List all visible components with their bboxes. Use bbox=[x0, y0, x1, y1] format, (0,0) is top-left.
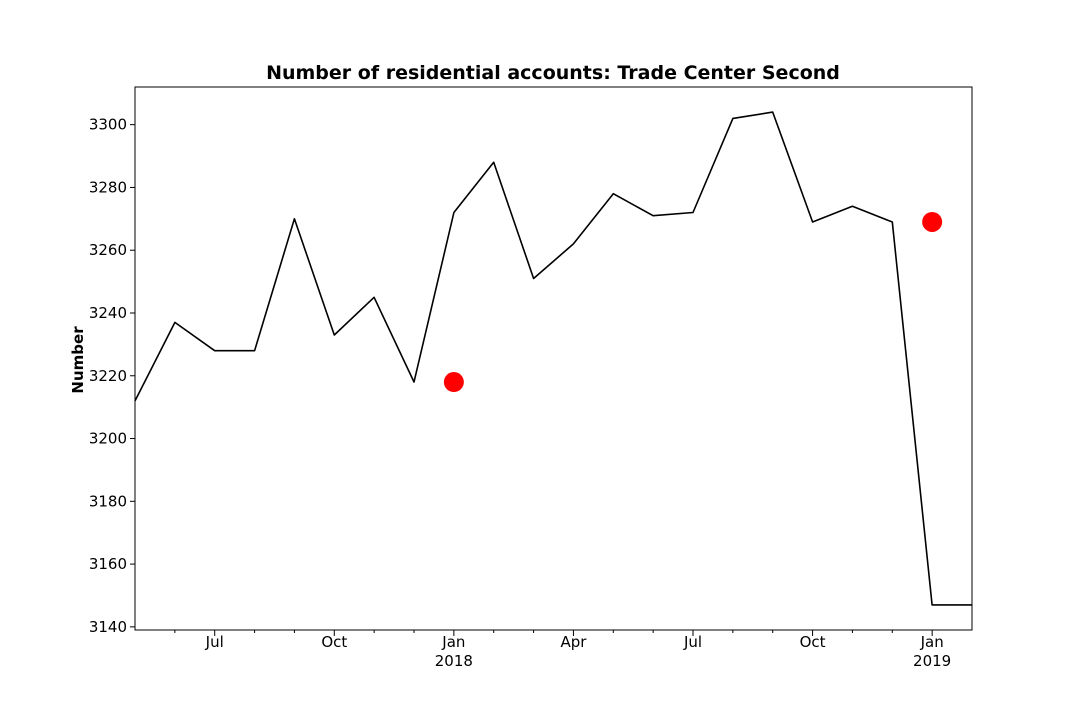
x-tick-label: Jan bbox=[441, 633, 465, 651]
x-tick-label: Jul bbox=[683, 633, 702, 651]
y-tick-label: 3280 bbox=[89, 178, 127, 196]
series-line bbox=[134, 111, 972, 606]
y-tick-label: 3300 bbox=[89, 116, 127, 134]
y-tick-label: 3200 bbox=[89, 430, 127, 448]
y-axis-label: Number bbox=[69, 326, 87, 394]
x-tick-label: Oct bbox=[321, 633, 347, 651]
highlight-markers bbox=[443, 211, 943, 393]
y-tick-label: 3220 bbox=[89, 367, 127, 385]
x-tick-label: Apr bbox=[560, 633, 587, 651]
highlight-point bbox=[922, 211, 943, 232]
y-tick-label: 3180 bbox=[89, 492, 127, 510]
y-tick-label: 3260 bbox=[89, 241, 127, 259]
y-tick-label: 3140 bbox=[89, 618, 127, 636]
chart-title: Number of residential accounts: Trade Ce… bbox=[266, 62, 840, 84]
y-tick-label: 3160 bbox=[89, 555, 127, 573]
highlight-point bbox=[443, 372, 464, 393]
y-axis: 3140 3160 3180 3200 3220 3240 3260 3280 3300 bbox=[89, 116, 135, 636]
plot-frame bbox=[134, 86, 973, 631]
x-tick-label: Jul bbox=[205, 633, 224, 651]
y-tick-label: 3240 bbox=[89, 304, 127, 322]
x-tick-year-label: 2018 bbox=[435, 652, 473, 670]
x-tick-year-label: 2019 bbox=[913, 652, 951, 670]
x-tick-label: Oct bbox=[800, 633, 826, 651]
x-tick-label: Jan bbox=[920, 633, 944, 651]
